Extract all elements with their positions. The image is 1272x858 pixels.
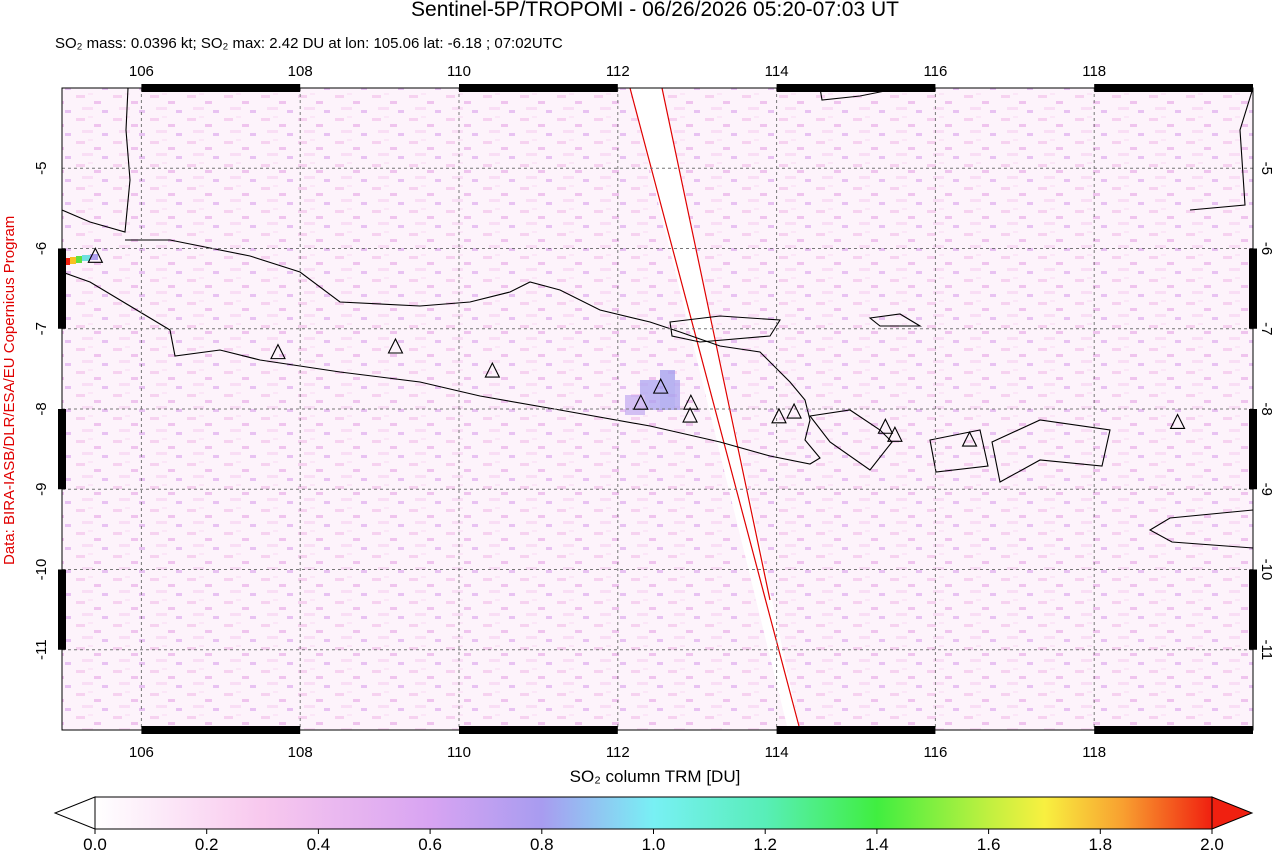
colorbar-tick-label: 1.2 <box>753 835 777 853</box>
y-tick-label: -11 <box>1258 639 1272 660</box>
frame-bar <box>776 84 936 92</box>
frame-bar <box>1094 84 1253 92</box>
subtitle: SO₂ mass: 0.0396 kt; SO₂ max: 2.42 DU at… <box>55 35 563 52</box>
x-tick-label: 106 <box>129 744 154 761</box>
y-tick-label: -7 <box>1258 322 1272 335</box>
y-tick-label: -8 <box>1258 402 1272 415</box>
volcano <box>484 361 501 378</box>
axis-labels: 106 106 108 108 110 110 112 112 114 114 116 116 118 1… <box>33 63 1272 761</box>
x-tick-label: 110 <box>447 63 471 80</box>
volcano <box>652 377 669 394</box>
frame-ticks <box>58 84 1257 734</box>
y-tick-label: -10 <box>33 559 50 581</box>
frame-bar <box>58 248 66 329</box>
y-tick-label: -7 <box>33 322 50 335</box>
frame-bar <box>58 569 66 650</box>
colorbar-tick-label: 1.8 <box>1088 835 1112 853</box>
y-tick-label: -9 <box>33 483 50 496</box>
y-tick-label: -6 <box>1258 242 1272 255</box>
frame-bar <box>459 726 618 734</box>
colorbar-label: SO₂ column TRM [DU] <box>570 767 741 786</box>
frame-bar <box>1094 726 1253 734</box>
colorbar-tick-label: 0.0 <box>83 835 107 853</box>
volcanoes <box>87 247 1186 447</box>
colorbar-under <box>53 796 96 830</box>
volcano <box>1169 413 1186 429</box>
volcano <box>961 430 978 447</box>
volcano <box>786 402 802 419</box>
frame-bar <box>1249 409 1257 490</box>
y-tick-label: -6 <box>33 242 50 255</box>
y-tick-label: -5 <box>1258 162 1272 175</box>
x-tick-label: 118 <box>1082 744 1106 761</box>
volcano <box>270 343 286 360</box>
volcano <box>771 407 787 424</box>
x-tick-label: 108 <box>288 744 313 761</box>
colorbar-ticks: 0.0 0.2 0.4 0.6 0.8 1.0 1.2 1.4 1.6 1.8 2.0 <box>83 829 1224 854</box>
x-tick-label: 112 <box>606 744 630 761</box>
x-tick-label: 112 <box>606 63 630 80</box>
x-tick-label: 108 <box>288 63 313 80</box>
frame-bar <box>776 726 936 734</box>
colorbar-tick-label: 2.0 <box>1200 835 1224 853</box>
volcano <box>682 406 698 423</box>
x-tick-label: 110 <box>447 744 471 761</box>
colorbar-tick-label: 0.6 <box>418 835 442 853</box>
frame-bar <box>141 726 301 734</box>
y-tick-label: -5 <box>33 162 50 175</box>
swath-edge <box>661 88 771 601</box>
title: Sentinel-5P/TROPOMI - 06/26/2026 05:20-0… <box>411 0 899 21</box>
colorbar-over <box>1211 796 1254 830</box>
y-tick-label: -8 <box>33 402 50 415</box>
colorbar-tick-label: 0.2 <box>195 835 219 853</box>
colorbar-tick-label: 0.8 <box>530 835 554 853</box>
colorbar-tick-label: 0.4 <box>307 835 331 853</box>
colorbar <box>94 796 1213 830</box>
y-tick-label: -10 <box>1258 559 1272 581</box>
colorbar-tick-label: 1.6 <box>977 835 1001 853</box>
volcano <box>887 426 903 442</box>
swath-edge <box>629 88 801 730</box>
colorbar-tick-label: 1.4 <box>865 835 889 853</box>
so2-enhancement <box>625 370 680 415</box>
x-tick-label: 106 <box>129 63 154 80</box>
frame-bar <box>58 409 66 490</box>
x-tick-label: 118 <box>1082 63 1106 80</box>
volcano <box>387 337 404 354</box>
frame-bar <box>1249 569 1257 650</box>
colorbar-tick-label: 1.0 <box>642 835 666 853</box>
grid <box>62 88 1253 730</box>
x-tick-label: 114 <box>765 744 789 761</box>
y-tick-label: -9 <box>1258 483 1272 496</box>
credit: Data: BIRA-IASB/DLR/ESA/EU Copernicus Pr… <box>1 216 18 565</box>
x-tick-label: 116 <box>923 744 947 761</box>
volcano <box>87 247 104 263</box>
volcano <box>877 418 894 434</box>
frame-bar <box>1249 248 1257 329</box>
frame-bar <box>459 84 618 92</box>
y-tick-label: -11 <box>33 639 50 660</box>
x-tick-label: 114 <box>765 63 789 80</box>
volcano <box>632 393 649 410</box>
frame-bar <box>141 84 301 92</box>
x-tick-label: 116 <box>923 63 947 80</box>
